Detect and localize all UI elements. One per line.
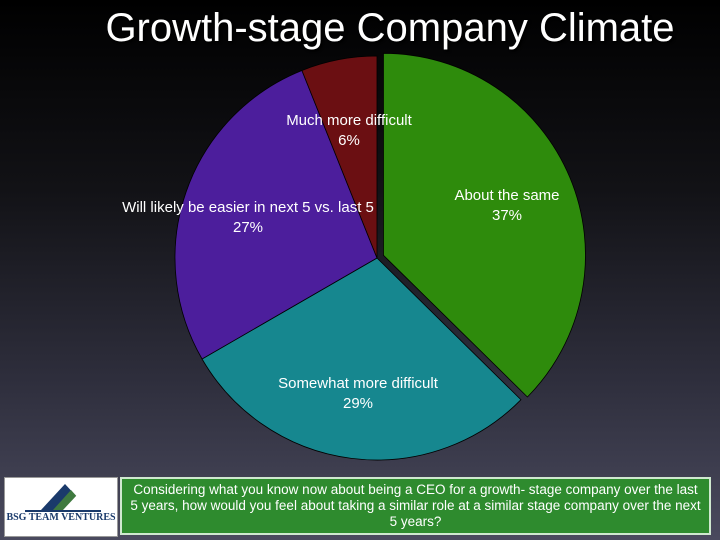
slice-label: Will likely be easier in next 5 vs. last… (122, 199, 374, 216)
slice-label: About the same (454, 187, 559, 204)
slice-value-label: 27% (233, 219, 263, 236)
pie-slice (201, 257, 522, 461)
slice-label: Somewhat more difficult (278, 375, 439, 392)
pie-chart: About the same 37% Somewhat more difficult… (122, 52, 586, 461)
survey-question: Considering what you know now about bein… (120, 477, 711, 535)
company-logo: BSG TEAM VENTURES (4, 477, 118, 537)
pie-slice (174, 69, 378, 360)
logo-text: BSG TEAM VENTURES (6, 512, 116, 523)
slice-value-label: 29% (343, 395, 373, 412)
slice-value-label: 6% (338, 132, 360, 149)
slice-label: Much more difficult (286, 112, 412, 129)
pie-slice (383, 52, 586, 398)
pie-slice (301, 55, 378, 259)
slice-value-label: 37% (492, 207, 522, 224)
logo-mark-icon (25, 484, 101, 512)
page-title: Growth-stage Company Climate (105, 6, 675, 50)
